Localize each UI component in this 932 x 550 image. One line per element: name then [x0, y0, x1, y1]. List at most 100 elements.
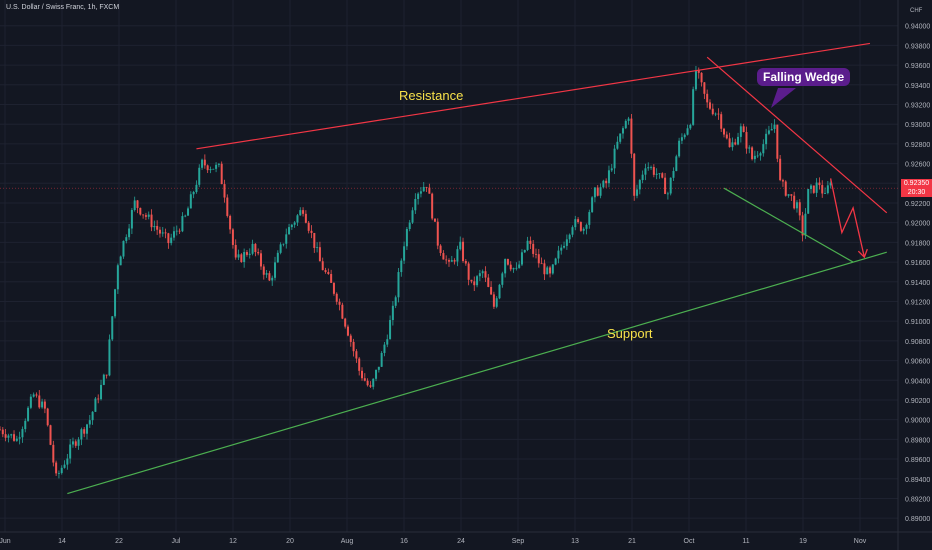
candle-body [380, 352, 383, 367]
candle-body [678, 140, 681, 157]
candle-body [568, 234, 571, 240]
candle-body [551, 264, 554, 274]
candle-body [818, 182, 821, 186]
candle-body [139, 207, 142, 215]
candle-body [725, 134, 728, 139]
candle-body [332, 282, 335, 294]
candle-body [821, 185, 824, 194]
candle-body [122, 240, 125, 257]
y-tick-label: 0.90400 [905, 378, 930, 385]
candle-body [105, 374, 108, 376]
candle-body [433, 218, 436, 222]
candle-body [254, 243, 257, 253]
candle-body [125, 237, 128, 241]
candle-body [582, 228, 585, 231]
x-tick-label: Jun [0, 538, 11, 545]
candle-body [268, 273, 271, 281]
candle-body [619, 133, 622, 142]
candle-body [798, 202, 801, 216]
candle-body [534, 253, 537, 255]
candle-body [731, 142, 734, 148]
candle-body [753, 155, 756, 160]
x-tick-label: Aug [341, 538, 354, 545]
candle-body [158, 229, 161, 234]
candle-body [810, 185, 813, 189]
y-tick-label: 0.89600 [905, 457, 930, 464]
candle-body [274, 262, 277, 278]
candle-body [85, 424, 88, 434]
y-tick-label: 0.92600 [905, 162, 930, 169]
candle-body [259, 253, 262, 267]
candle-body [344, 318, 347, 327]
candle-body [21, 429, 24, 438]
candle-body [29, 396, 32, 408]
candle-body [593, 187, 596, 198]
bar-countdown: 20:30 [907, 189, 926, 196]
candle-body [501, 273, 504, 285]
x-tick-label: Nov [854, 538, 867, 545]
candle-body [316, 247, 319, 248]
candle-body [742, 126, 745, 133]
candle-body [557, 250, 560, 259]
candle-body [147, 214, 150, 217]
candle-body [52, 444, 55, 463]
candle-body [680, 137, 683, 141]
candle-body [428, 187, 431, 194]
y-tick-label: 0.93400 [905, 83, 930, 90]
candle-body [621, 128, 624, 134]
candle-body [212, 168, 215, 170]
candle-body [43, 401, 46, 409]
candle-body [220, 163, 223, 185]
candle-body [234, 244, 237, 258]
candle-body [453, 260, 456, 262]
candle-body [18, 437, 21, 439]
candle-body [585, 224, 588, 229]
candle-body [706, 93, 709, 103]
candle-body [417, 193, 420, 199]
candle-body [352, 341, 355, 352]
candle-body [324, 270, 327, 273]
candle-body [807, 188, 810, 214]
y-tick-label: 0.89000 [905, 516, 930, 523]
candle-body [571, 227, 574, 235]
candle-body [206, 165, 209, 171]
candle-body [10, 434, 13, 436]
candle-body [748, 147, 751, 149]
candle-body [318, 247, 321, 262]
candle-body [470, 279, 473, 282]
candle-body [88, 420, 91, 425]
candle-body [652, 167, 655, 175]
candle-body [313, 232, 316, 248]
candle-body [369, 385, 372, 387]
candle-body [728, 138, 731, 148]
candle-body [512, 268, 515, 270]
candle-body [262, 266, 265, 275]
candle-body [394, 297, 397, 306]
x-tick-label: 21 [628, 538, 636, 545]
candle-body [15, 438, 18, 441]
candle-body [217, 163, 220, 165]
candle-body [795, 202, 798, 209]
support-line [67, 251, 887, 495]
current-price-value: 0.92350 [903, 180, 930, 187]
support-label: Support [607, 326, 653, 341]
candle-body [605, 180, 608, 184]
candle-body [737, 136, 740, 145]
candle-body [97, 398, 100, 400]
candle-body [532, 243, 535, 254]
candle-body [327, 272, 330, 275]
candle-body [296, 215, 299, 223]
candle-body [650, 167, 653, 168]
currency-label: CHF [910, 8, 923, 14]
candle-body [178, 230, 181, 232]
candle-body [414, 198, 417, 211]
candle-body [554, 258, 557, 265]
y-tick-label: 0.91600 [905, 260, 930, 267]
candle-body [655, 173, 658, 175]
candle-body [83, 429, 86, 434]
candle-body [464, 260, 467, 264]
candle-body [229, 215, 232, 230]
candle-body [377, 366, 380, 370]
candle-body [773, 124, 776, 130]
